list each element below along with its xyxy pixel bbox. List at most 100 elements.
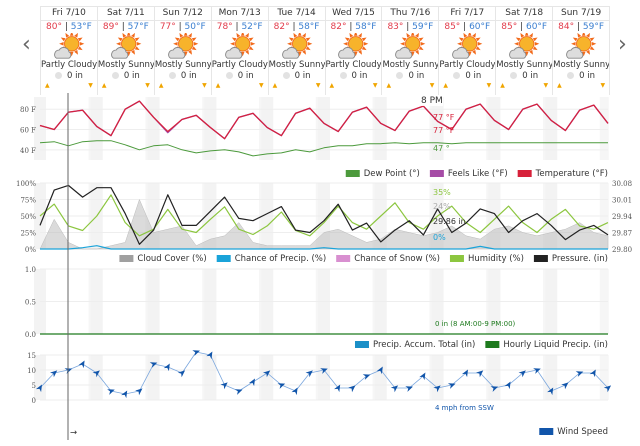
legend-swatch [539,428,554,435]
legend-label[interactable]: Humidity (%) [468,254,524,264]
wind-direction-arrow-icon [135,388,143,396]
day-column[interactable]: Sun 7/12 77° | 50°F Mostly Sunny 0 in ▲ ▼ [153,7,211,95]
wind-direction-arrow-icon [305,370,313,378]
night-band [545,97,558,160]
high-temp: 84° [558,22,575,32]
raindrop-icon [282,72,290,79]
night-band [204,355,217,400]
raindrop-icon [453,72,461,79]
day-column[interactable]: Thu 7/16 83° | 59°F Mostly Sunny 0 in ▲ ▼ [381,7,439,95]
precip-amount: 0 in [408,71,425,81]
day-column[interactable]: Sat 7/18 85° | 60°F Mostly Sunny 0 in ▲ ▼ [495,7,553,95]
day-column[interactable]: Fri 7/17 85° | 60°F Partly Cloudy 0 in ▲… [438,7,496,95]
axis-tick-label: 30.01 [612,197,632,205]
legend-swatch [449,255,464,262]
wind-direction-arrow-icon [277,383,286,389]
wind-direction-arrow-icon [419,372,426,381]
wind-direction-arrow-icon [49,370,58,378]
next-button[interactable]: › [618,32,627,57]
wind-direction-arrow-icon [291,387,298,396]
precip-amount: 0 in [123,71,140,81]
precip-amount: 0 in [351,71,368,81]
axis-tick-label: 40 F [20,147,36,155]
day-date: Sat 7/11 [97,7,154,21]
condition-text: Partly Cloudy [41,60,97,70]
wind-direction-arrow-icon [518,370,526,378]
legend-label[interactable]: Dew Point (°) [364,169,420,179]
legend-label[interactable]: Wind Speed [557,427,608,437]
wind-direction-arrow-icon [575,371,584,377]
legend-label[interactable]: Precip. Accum. Total (in) [373,340,475,350]
high-temp: 82° [273,22,290,32]
wind-direction-arrow-icon [121,390,128,399]
night-band [204,97,217,160]
condition-text: Partly Cloudy [211,60,268,70]
legend-swatch [517,170,532,177]
wind-direction-arrow-icon [206,351,213,360]
legend-label[interactable]: Temperature (°F) [535,169,608,179]
day-column[interactable]: Sat 7/11 89° | 57°F Mostly Sunny 0 in ▲ ▼ [96,7,154,95]
raindrop-icon [55,72,63,79]
partly-sunny-icon [167,33,199,59]
sunset-icon: ▼ [259,82,264,89]
precip-amount: 0 in [237,71,254,81]
axis-tick-label: 10 [27,367,36,375]
day-column[interactable]: Fri 7/10 80° | 53°F Partly Cloudy 0 in ▲… [40,7,97,95]
legend-swatch [119,255,134,262]
wind-direction-arrow-icon [490,386,499,392]
condition-text: Mostly Sunny [382,60,439,70]
wind-direction-arrow-icon [192,350,200,356]
prev-button[interactable]: ‹ [22,32,31,57]
axis-tick-label: 5 [32,382,36,390]
night-band [488,355,501,400]
wind-direction-arrow-icon [107,389,115,395]
wind-direction-arrow-icon [405,386,413,392]
wind-direction-arrow-icon [504,381,511,390]
night-band [374,97,387,160]
legend-label[interactable]: Hourly Liquid Precip. (in) [503,340,608,350]
sunrise-icon: ▲ [101,82,107,89]
tooltip-wind: 4 mph from SSW [435,404,494,412]
axis-tick-label: 100% [16,180,36,188]
precip-amount: 0 in [465,71,482,81]
high-temp: 77° [159,22,176,32]
night-band [599,97,609,160]
legend-label[interactable]: Chance of Precip. (%) [235,254,326,264]
cloud-cover-area [39,198,609,250]
legend-label[interactable]: Chance of Snow (%) [354,254,440,264]
wind-direction-arrow-icon [78,360,85,369]
day-column[interactable]: Mon 7/13 78° | 52°F Partly Cloudy 0 in ▲… [210,7,268,95]
day-date: Mon 7/13 [211,7,268,21]
day-date: Fri 7/10 [41,7,97,21]
condition-text: Mostly Sunny [553,60,610,70]
precip-amount: 0 in [522,71,539,81]
legend-swatch [354,341,369,348]
legend-label[interactable]: Pressure. (in) [552,254,608,264]
day-column[interactable]: Wed 7/15 82° | 58°F Partly Cloudy 0 in ▲… [324,7,382,95]
axis-tick-label: 60 F [20,127,36,135]
high-temp: 83° [387,22,404,32]
precip-amount: 0 in [579,71,596,81]
raindrop-icon [225,72,233,79]
legend-label[interactable]: Cloud Cover (%) [137,254,206,264]
day-column[interactable]: Sun 7/19 84° | 59°F Mostly Sunny 0 in ▲ ▼ [552,7,611,95]
legend-label[interactable]: Feels Like (°F) [448,169,508,179]
wind-direction-arrow-icon [348,385,356,393]
night-band [90,97,103,160]
temperature-line [39,100,609,140]
condition-text: Mostly Sunny [154,60,211,70]
wind-direction-arrow-icon [320,368,328,374]
high-temp: 80° [46,22,62,32]
sunrise-icon: ▲ [215,82,221,89]
legend-swatch [533,255,548,262]
sunrise-icon: ▲ [272,82,278,89]
sunset-icon: ▼ [600,82,606,89]
high-temp: 82° [330,22,347,32]
day-date: Sun 7/12 [154,7,211,21]
axis-tick-label: 29.80 [612,246,632,254]
axis-tick-label: 0% [25,246,36,254]
condition-text: Partly Cloudy [439,60,496,70]
day-column[interactable]: Tue 7/14 82° | 58°F Mostly Sunny 0 in ▲ ▼ [267,7,325,95]
day-date: Fri 7/17 [439,7,496,21]
